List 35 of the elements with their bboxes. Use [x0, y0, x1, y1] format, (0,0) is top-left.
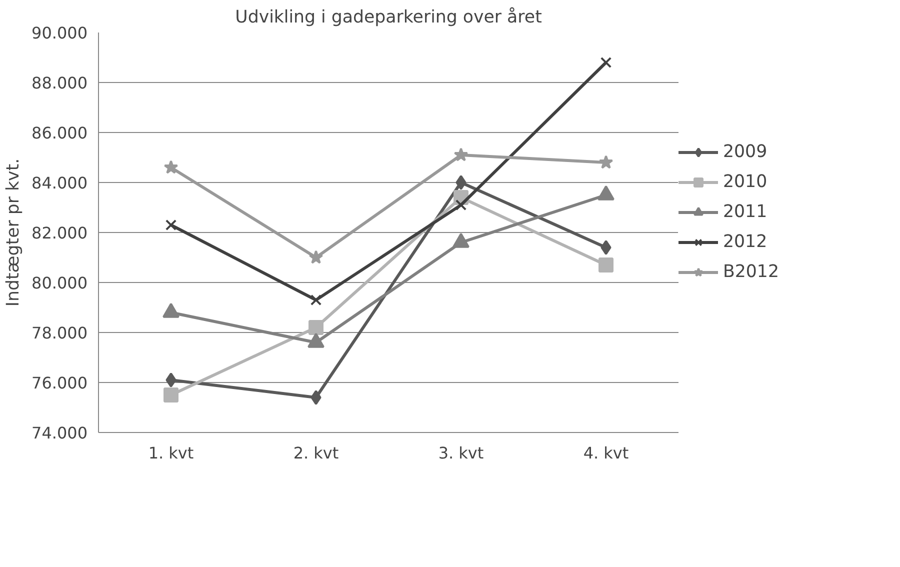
point — [598, 155, 614, 169]
y-tick-label: 78.000 — [32, 324, 88, 342]
legend-label: 2009 — [723, 142, 768, 162]
point — [310, 390, 322, 405]
point — [600, 240, 612, 255]
legend-label: 2011 — [723, 202, 768, 222]
point — [308, 250, 324, 264]
y-tick-label: 86.000 — [32, 124, 88, 142]
point — [456, 175, 466, 190]
legend-label: B2012 — [723, 262, 779, 282]
point — [165, 219, 177, 231]
y-axis-title: Indtægter pr kvt. — [4, 158, 24, 307]
x-tick-label: 3. kvt — [438, 444, 484, 462]
legend-label: 2012 — [723, 232, 768, 252]
y-tick-label: 84.000 — [32, 174, 88, 192]
point — [164, 388, 178, 402]
point — [310, 294, 322, 306]
y-tick-label: 88.000 — [32, 74, 88, 92]
y-tick-label: 80.000 — [32, 274, 88, 292]
x-tick-label: 1. kvt — [148, 444, 194, 462]
point — [598, 258, 614, 272]
point — [455, 199, 467, 211]
y-tick-label: 74.000 — [32, 424, 88, 442]
y-tick-label: 76.000 — [32, 374, 88, 392]
point — [600, 56, 612, 68]
y-tick-label: 90.000 — [32, 24, 88, 42]
x-tick-label: 2. kvt — [293, 444, 339, 462]
legend-label: 2010 — [723, 172, 768, 192]
y-tick-label: 82.000 — [32, 224, 88, 242]
point — [166, 372, 176, 388]
point — [308, 320, 324, 335]
point — [164, 160, 178, 174]
point — [454, 148, 468, 162]
x-tick-label: 4. kvt — [583, 444, 629, 462]
chart-title: Udvikling i gadeparkering over året — [235, 6, 542, 28]
